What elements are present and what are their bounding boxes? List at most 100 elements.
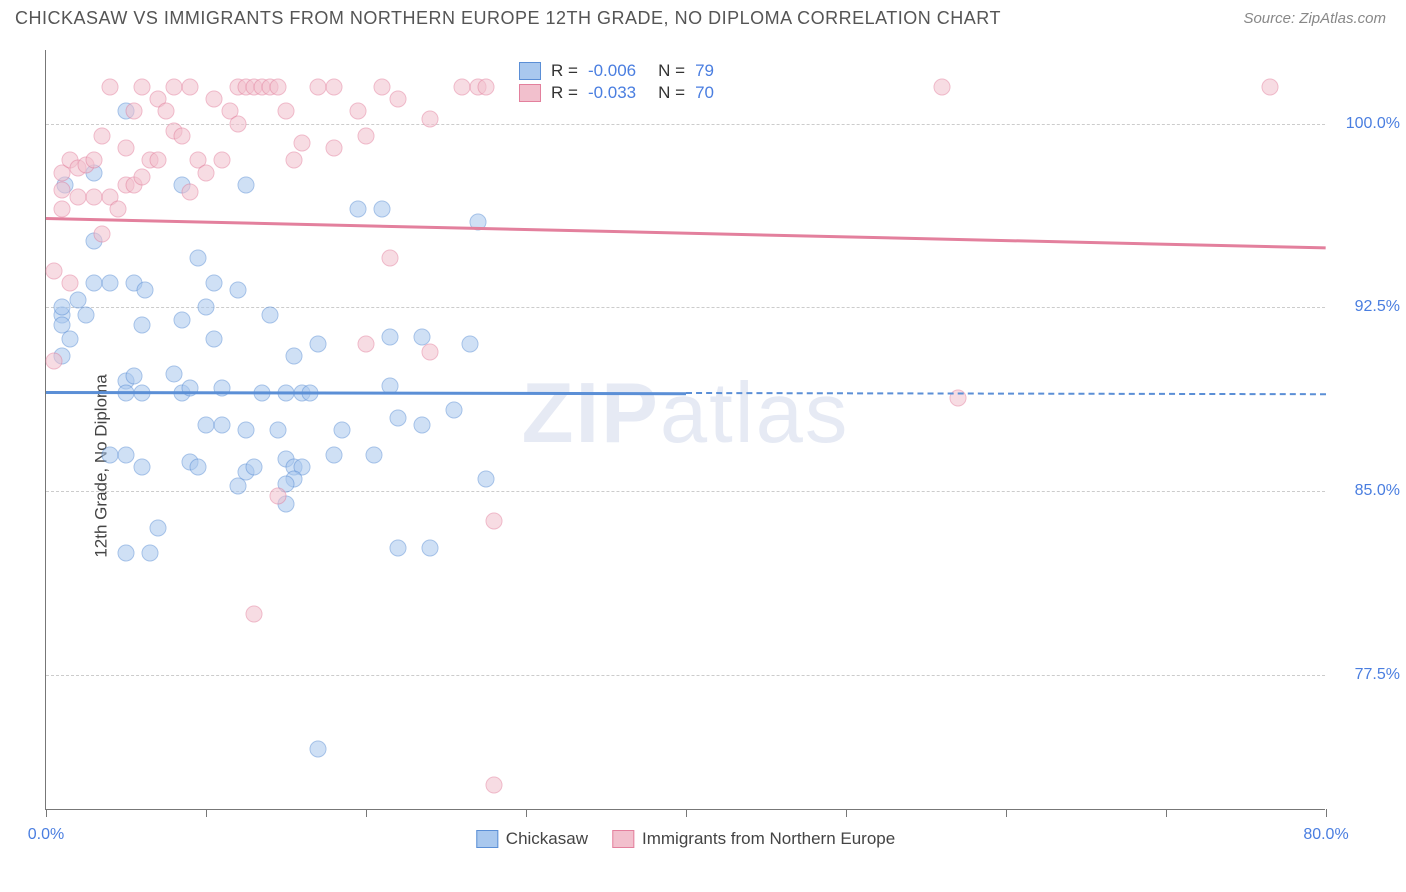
legend-row: R = -0.006N = 79 (519, 61, 726, 81)
data-point (198, 299, 215, 316)
data-point (126, 368, 143, 385)
source-label: Source: ZipAtlas.com (1243, 10, 1386, 27)
data-point (190, 250, 207, 267)
data-point (1262, 78, 1279, 95)
data-point (414, 417, 431, 434)
data-point (486, 777, 503, 794)
data-point (86, 189, 103, 206)
x-tick (846, 809, 847, 817)
data-point (86, 152, 103, 169)
data-point (326, 446, 343, 463)
x-tick (1006, 809, 1007, 817)
x-tick (526, 809, 527, 817)
data-point (310, 336, 327, 353)
data-point (310, 78, 327, 95)
data-point (374, 78, 391, 95)
data-point (126, 103, 143, 120)
data-point (366, 446, 383, 463)
y-tick-label: 85.0% (1330, 482, 1400, 500)
y-tick-label: 100.0% (1330, 115, 1400, 133)
data-point (270, 422, 287, 439)
legend-item: Chickasaw (476, 829, 588, 849)
legend-swatch (519, 84, 541, 102)
data-point (214, 380, 231, 397)
data-point (390, 91, 407, 108)
x-tick-label: 80.0% (1303, 826, 1348, 844)
data-point (54, 201, 71, 218)
data-point (198, 417, 215, 434)
data-point (230, 115, 247, 132)
data-point (206, 274, 223, 291)
data-point (422, 110, 439, 127)
data-point (238, 176, 255, 193)
data-point (206, 331, 223, 348)
data-point (326, 140, 343, 157)
correlation-legend: R = -0.006N = 79R = -0.033N = 70 (506, 54, 739, 110)
data-point (166, 78, 183, 95)
data-point (286, 152, 303, 169)
series-legend: Chickasaw Immigrants from Northern Europe (476, 829, 895, 849)
trend-line-dashed (686, 392, 1326, 395)
x-tick-label: 0.0% (28, 826, 64, 844)
legend-label: Immigrants from Northern Europe (642, 829, 895, 849)
data-point (94, 225, 111, 242)
data-point (286, 348, 303, 365)
data-point (78, 306, 95, 323)
x-tick (686, 809, 687, 817)
data-point (350, 103, 367, 120)
data-point (270, 488, 287, 505)
gridline (46, 675, 1325, 676)
legend-row: R = -0.033N = 70 (519, 83, 726, 103)
data-point (134, 316, 151, 333)
data-point (62, 274, 79, 291)
legend-swatch (476, 830, 498, 848)
data-point (270, 78, 287, 95)
data-point (326, 78, 343, 95)
data-point (62, 331, 79, 348)
data-point (446, 402, 463, 419)
x-tick (46, 809, 47, 817)
data-point (422, 539, 439, 556)
data-point (278, 103, 295, 120)
data-point (230, 478, 247, 495)
data-point (214, 417, 231, 434)
data-point (46, 353, 63, 370)
legend-swatch (519, 62, 541, 80)
data-point (158, 103, 175, 120)
data-point (102, 78, 119, 95)
data-point (198, 164, 215, 181)
data-point (182, 380, 199, 397)
data-point (478, 471, 495, 488)
data-point (422, 343, 439, 360)
data-point (174, 127, 191, 144)
data-point (110, 201, 127, 218)
data-point (382, 250, 399, 267)
data-point (262, 306, 279, 323)
data-point (134, 169, 151, 186)
data-point (150, 152, 167, 169)
data-point (462, 336, 479, 353)
data-point (134, 458, 151, 475)
data-point (118, 140, 135, 157)
plot-area: ZIPatlas R = -0.006N = 79R = -0.033N = 7… (45, 50, 1325, 810)
data-point (94, 127, 111, 144)
data-point (214, 152, 231, 169)
y-tick-label: 77.5% (1330, 666, 1400, 684)
data-point (70, 189, 87, 206)
data-point (390, 409, 407, 426)
data-point (374, 201, 391, 218)
y-tick-label: 92.5% (1330, 298, 1400, 316)
x-tick (1166, 809, 1167, 817)
data-point (206, 91, 223, 108)
data-point (166, 365, 183, 382)
data-point (294, 135, 311, 152)
data-point (358, 336, 375, 353)
data-point (358, 127, 375, 144)
data-point (54, 181, 71, 198)
data-point (134, 78, 151, 95)
data-point (182, 184, 199, 201)
chart-title: CHICKASAW VS IMMIGRANTS FROM NORTHERN EU… (15, 8, 1001, 29)
x-tick (1326, 809, 1327, 817)
data-point (230, 282, 247, 299)
data-point (182, 78, 199, 95)
